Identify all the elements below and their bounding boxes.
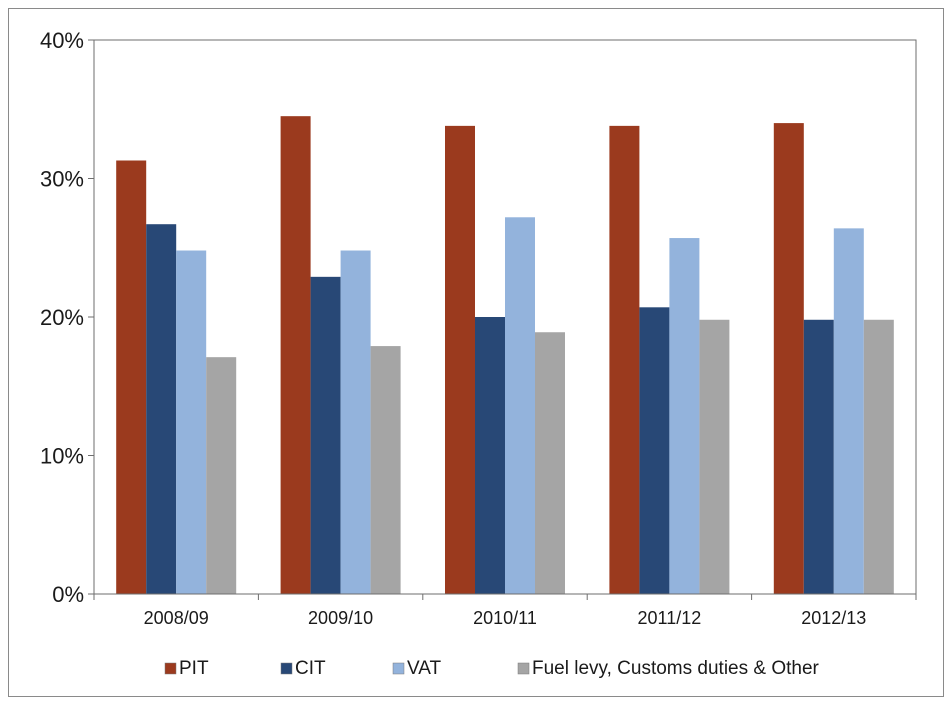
bar-pit-2011-12 [609, 125, 640, 595]
x-category-label: 2009/10 [308, 608, 373, 628]
bar-pit-2009-10 [280, 116, 311, 595]
legend-swatch [164, 662, 177, 675]
bar-cit-2009-10 [310, 276, 341, 594]
bar-vat-2009-10 [340, 250, 371, 594]
x-category-label: 2010/11 [473, 608, 537, 628]
x-axis: 2008/09 2009/10 2010/11 2011/12 2012/13 [93, 593, 917, 628]
legend-label: VAT [407, 658, 442, 679]
y-tick-label: 20% [40, 305, 84, 330]
legend-label: CIT [295, 658, 326, 679]
bar-cit-2012-13 [803, 319, 834, 594]
bar-fuel-levy-customs-duties-other-2012-13 [863, 319, 894, 594]
bar-vat-2012-13 [833, 228, 864, 595]
bar-cit-2008-09 [146, 224, 177, 594]
y-tick-label: 10% [40, 444, 84, 469]
x-category-label: 2012/13 [801, 608, 866, 628]
y-tick-label: 40% [40, 28, 84, 53]
bars-group [116, 116, 894, 595]
y-tick-label: 30% [40, 167, 84, 192]
bar-fuel-levy-customs-duties-other-2010-11 [535, 332, 565, 594]
x-category-label: 2008/09 [144, 608, 209, 628]
bar-vat-2011-12 [669, 238, 700, 594]
legend-label: PIT [179, 658, 209, 679]
y-axis: 0% 10% 20% 30% 40% [40, 28, 95, 607]
legend-swatch [280, 662, 293, 675]
bar-pit-2012-13 [773, 123, 804, 594]
bar-fuel-levy-customs-duties-other-2008-09 [206, 357, 237, 594]
legend: PIT CIT VAT Fuel levy, Customs duties & Oth… [164, 658, 820, 679]
bar-fuel-levy-customs-duties-other-2009-10 [370, 346, 401, 594]
bar-fuel-levy-customs-duties-other-2011-12 [699, 319, 730, 594]
y-tick-label: 0% [52, 582, 84, 607]
bar-pit-2008-09 [116, 160, 147, 594]
x-category-label: 2011/12 [638, 608, 702, 628]
bar-cit-2011-12 [639, 307, 670, 594]
legend-swatch [517, 662, 530, 675]
legend-label: Fuel levy, Customs duties & Other [532, 658, 820, 679]
bar-pit-2010-11 [445, 125, 475, 595]
bar-cit-2010-11 [475, 317, 505, 594]
bar-vat-2008-09 [176, 250, 207, 594]
legend-swatch [392, 662, 405, 675]
bar-vat-2010-11 [505, 217, 535, 594]
